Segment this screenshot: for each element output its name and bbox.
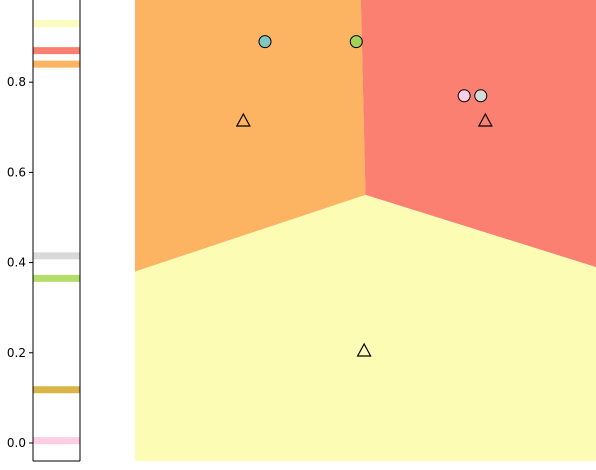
main-panel [135,0,596,462]
strip-background [33,0,80,461]
strip-band [33,252,80,260]
triangle-marker [235,112,251,127]
y-tick-label: 0.4 [7,256,26,270]
circle-marker [474,89,488,103]
y-tick-label: 0.2 [7,346,26,360]
triangle-marker [356,342,372,357]
strip-band [33,47,80,55]
circle-marker [457,89,471,103]
strip-band [33,20,80,28]
region-yellow [135,194,596,462]
strip-band [33,60,80,68]
region-orange [135,0,366,272]
region-red [360,0,596,268]
strip-band [33,386,80,394]
circle-marker [349,35,363,49]
y-tick-label: 0.0 [7,436,26,450]
strip-band [33,437,80,445]
triangle-marker [477,112,493,127]
strip-band [33,274,80,282]
y-tick-label: 0.8 [7,75,26,89]
circle-marker [258,35,272,49]
strip-panel: 0.0 0.2 0.4 0.6 0.8 [7,0,81,462]
y-tick-label: 0.6 [7,165,26,179]
